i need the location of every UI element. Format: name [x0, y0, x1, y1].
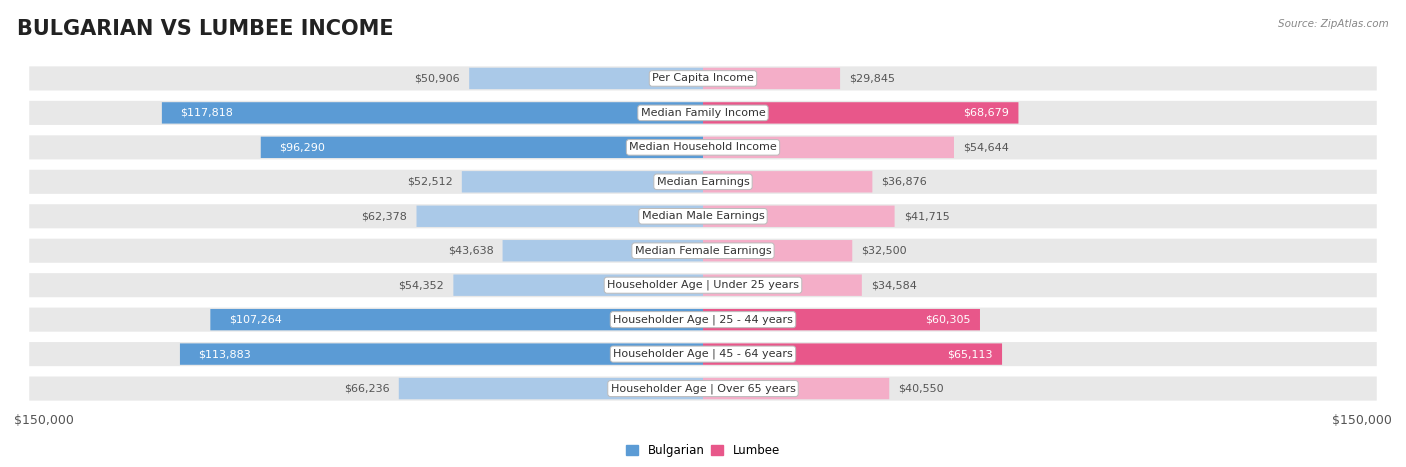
FancyBboxPatch shape [28, 306, 1378, 333]
FancyBboxPatch shape [28, 203, 1378, 230]
FancyBboxPatch shape [703, 205, 894, 227]
FancyBboxPatch shape [703, 343, 1002, 365]
FancyBboxPatch shape [461, 171, 703, 192]
Text: $50,906: $50,906 [415, 73, 460, 84]
Text: $150,000: $150,000 [1331, 414, 1392, 427]
Text: $54,352: $54,352 [398, 280, 444, 290]
Text: $62,378: $62,378 [361, 211, 408, 221]
Text: $150,000: $150,000 [14, 414, 75, 427]
FancyBboxPatch shape [180, 343, 703, 365]
FancyBboxPatch shape [703, 102, 1018, 124]
Text: $32,500: $32,500 [862, 246, 907, 256]
FancyBboxPatch shape [28, 169, 1378, 195]
FancyBboxPatch shape [260, 137, 703, 158]
Text: Householder Age | 25 - 44 years: Householder Age | 25 - 44 years [613, 314, 793, 325]
Text: Householder Age | Under 25 years: Householder Age | Under 25 years [607, 280, 799, 290]
Text: $43,638: $43,638 [447, 246, 494, 256]
FancyBboxPatch shape [502, 240, 703, 262]
Text: $66,236: $66,236 [344, 383, 389, 394]
FancyBboxPatch shape [703, 240, 852, 262]
Text: $54,644: $54,644 [963, 142, 1010, 152]
Text: $52,512: $52,512 [406, 177, 453, 187]
Text: $41,715: $41,715 [904, 211, 949, 221]
Text: Per Capita Income: Per Capita Income [652, 73, 754, 84]
FancyBboxPatch shape [28, 272, 1378, 298]
Text: $68,679: $68,679 [963, 108, 1010, 118]
FancyBboxPatch shape [28, 237, 1378, 264]
Text: $34,584: $34,584 [872, 280, 917, 290]
FancyBboxPatch shape [28, 99, 1378, 127]
Text: $29,845: $29,845 [849, 73, 896, 84]
Text: $117,818: $117,818 [180, 108, 233, 118]
Text: $113,883: $113,883 [198, 349, 252, 359]
Text: Median Family Income: Median Family Income [641, 108, 765, 118]
FancyBboxPatch shape [703, 309, 980, 330]
Text: $36,876: $36,876 [882, 177, 928, 187]
Text: Householder Age | 45 - 64 years: Householder Age | 45 - 64 years [613, 349, 793, 359]
FancyBboxPatch shape [703, 275, 862, 296]
Legend: Bulgarian, Lumbee: Bulgarian, Lumbee [621, 439, 785, 462]
Text: Householder Age | Over 65 years: Householder Age | Over 65 years [610, 383, 796, 394]
Text: Median Female Earnings: Median Female Earnings [634, 246, 772, 256]
FancyBboxPatch shape [211, 309, 703, 330]
Text: $107,264: $107,264 [229, 315, 281, 325]
Text: Source: ZipAtlas.com: Source: ZipAtlas.com [1278, 19, 1389, 28]
Text: BULGARIAN VS LUMBEE INCOME: BULGARIAN VS LUMBEE INCOME [17, 19, 394, 39]
FancyBboxPatch shape [28, 340, 1378, 368]
FancyBboxPatch shape [162, 102, 703, 124]
Text: $96,290: $96,290 [280, 142, 325, 152]
Text: $65,113: $65,113 [948, 349, 993, 359]
Text: $40,550: $40,550 [898, 383, 943, 394]
Text: Median Male Earnings: Median Male Earnings [641, 211, 765, 221]
FancyBboxPatch shape [453, 275, 703, 296]
FancyBboxPatch shape [399, 378, 703, 399]
FancyBboxPatch shape [470, 68, 703, 89]
FancyBboxPatch shape [703, 171, 872, 192]
FancyBboxPatch shape [703, 378, 889, 399]
FancyBboxPatch shape [703, 68, 839, 89]
FancyBboxPatch shape [703, 137, 955, 158]
FancyBboxPatch shape [28, 134, 1378, 161]
Text: $60,305: $60,305 [925, 315, 970, 325]
FancyBboxPatch shape [28, 375, 1378, 402]
Text: Median Earnings: Median Earnings [657, 177, 749, 187]
Text: Median Household Income: Median Household Income [628, 142, 778, 152]
FancyBboxPatch shape [28, 65, 1378, 92]
FancyBboxPatch shape [416, 205, 703, 227]
